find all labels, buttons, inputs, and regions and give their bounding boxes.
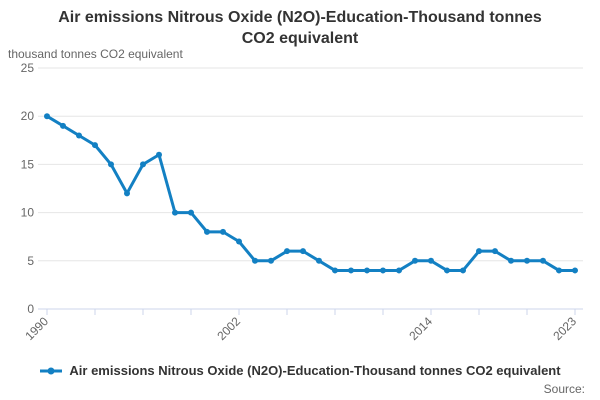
data-point[interactable] — [44, 113, 50, 120]
x-tick-label: 2002 — [214, 314, 243, 343]
y-tick-label: 0 — [27, 302, 34, 316]
y-tick-label: 5 — [27, 254, 34, 268]
data-point[interactable] — [76, 132, 82, 139]
x-tick-label: 2014 — [406, 314, 435, 343]
data-point[interactable] — [300, 248, 306, 255]
data-point[interactable] — [540, 257, 546, 264]
data-line[interactable] — [45, 114, 577, 272]
data-point[interactable] — [476, 248, 482, 255]
data-point[interactable] — [268, 257, 274, 264]
y-axis-title: thousand tonnes CO2 equivalent — [8, 47, 183, 61]
chart-title: Air emissions Nitrous Oxide (N2O)-Educat… — [58, 9, 542, 47]
data-point[interactable] — [252, 257, 258, 264]
data-point[interactable] — [188, 209, 194, 216]
data-point[interactable] — [60, 122, 66, 129]
y-tick-label: 25 — [21, 61, 35, 75]
data-point[interactable] — [140, 161, 146, 168]
legend-marker-icon — [40, 367, 63, 374]
data-point[interactable] — [380, 267, 386, 274]
x-tick-label: 1990 — [22, 314, 51, 343]
data-point[interactable] — [492, 248, 498, 255]
data-point[interactable] — [444, 267, 450, 274]
data-point[interactable] — [332, 267, 338, 274]
data-point[interactable] — [428, 257, 434, 264]
x-tick-label: 2023 — [550, 314, 579, 343]
data-point[interactable] — [348, 267, 354, 274]
data-point[interactable] — [524, 257, 530, 264]
data-point[interactable] — [124, 190, 130, 197]
data-point[interactable] — [556, 267, 562, 274]
data-point[interactable] — [364, 267, 370, 274]
data-point[interactable] — [508, 257, 514, 264]
data-point[interactable] — [220, 228, 226, 235]
data-point[interactable] — [284, 248, 290, 255]
y-tick-label: 20 — [21, 109, 35, 123]
data-point[interactable] — [396, 267, 402, 274]
legend-label: Air emissions Nitrous Oxide (N2O)-Educat… — [69, 363, 561, 378]
y-tick-label: 10 — [21, 206, 35, 220]
data-point[interactable] — [156, 151, 162, 158]
data-point[interactable] — [572, 267, 578, 274]
data-point[interactable] — [236, 238, 242, 245]
data-point[interactable] — [316, 257, 322, 264]
legend[interactable]: Air emissions Nitrous Oxide (N2O)-Educat… — [0, 363, 600, 378]
data-point[interactable] — [412, 257, 418, 264]
data-point[interactable] — [172, 209, 178, 216]
data-point[interactable] — [108, 161, 114, 168]
data-point[interactable] — [92, 142, 98, 149]
source-label: Source: — [543, 382, 585, 396]
y-tick-label: 15 — [21, 157, 35, 171]
data-point[interactable] — [460, 267, 466, 274]
data-point[interactable] — [204, 228, 210, 235]
